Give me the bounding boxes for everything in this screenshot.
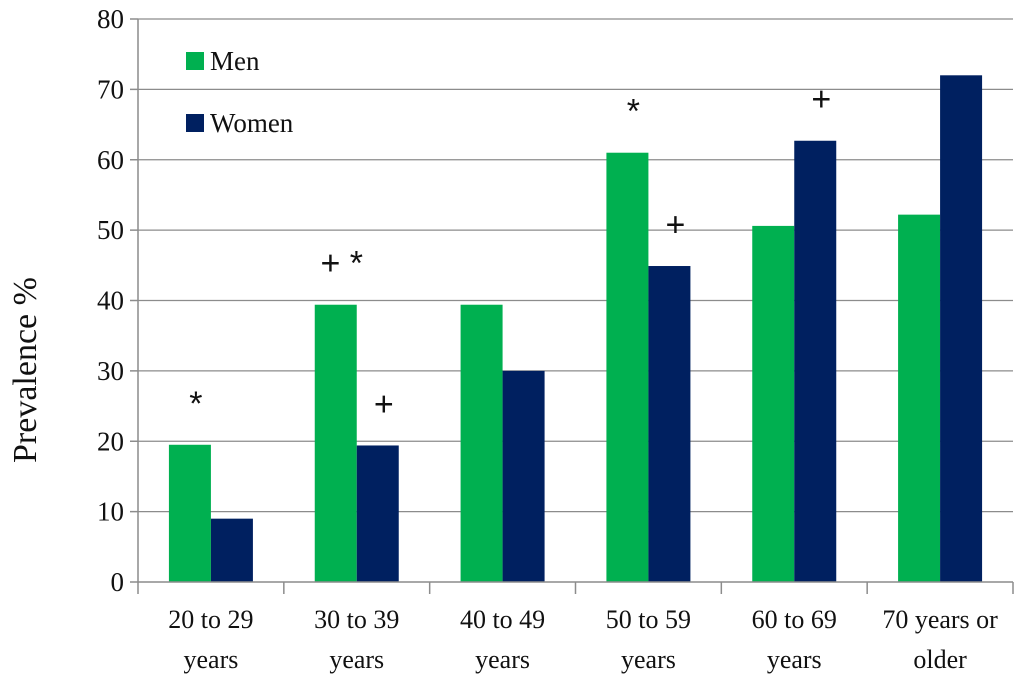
gridlines xyxy=(138,18,1013,513)
y-tick-label: 30 xyxy=(97,356,124,386)
y-tick-label: 80 xyxy=(97,4,124,34)
y-tick-labels: 0 10 20 30 40 50 60 70 80 xyxy=(97,4,124,597)
significance-marker: * xyxy=(189,385,202,423)
x-category-label: 30 to 39 xyxy=(314,605,399,634)
significance-marker: + * xyxy=(320,245,363,283)
bar-men xyxy=(168,444,211,582)
y-tick-label: 10 xyxy=(97,497,124,527)
bar-women xyxy=(356,445,399,582)
x-category-label: 60 to 69 xyxy=(752,605,837,634)
legend-label: Women xyxy=(210,108,294,138)
x-category-label: years xyxy=(621,645,676,674)
bar-women xyxy=(648,266,691,582)
legend: Men Women xyxy=(186,46,294,138)
significance-marker: + xyxy=(374,385,394,423)
significance-marker: * xyxy=(627,93,640,131)
bar-women xyxy=(502,370,545,582)
y-tick-label: 40 xyxy=(97,286,124,316)
significance-marker: + xyxy=(665,206,685,244)
y-tick-label: 60 xyxy=(97,145,124,175)
x-category-labels: 20 to 29 years 30 to 39 years 40 to 49 years 5… xyxy=(168,605,998,674)
x-category-label: 20 to 29 xyxy=(168,605,253,634)
legend-swatch-men xyxy=(186,52,204,70)
x-category-label: years xyxy=(329,645,384,674)
axes xyxy=(130,18,1014,594)
bar-men xyxy=(606,152,649,582)
bar-women xyxy=(940,75,983,583)
y-tick-label: 20 xyxy=(97,426,124,456)
bar-men xyxy=(460,304,503,582)
x-category-label: years xyxy=(767,645,822,674)
significance-annotations: * + * + * + + xyxy=(189,81,831,424)
x-category-label: 50 to 59 xyxy=(606,605,691,634)
y-tick-label: 70 xyxy=(97,74,124,104)
bar-women xyxy=(210,518,253,582)
bar-men xyxy=(898,214,941,582)
bar-men xyxy=(752,225,795,582)
x-category-label: older xyxy=(913,645,967,674)
bar-men xyxy=(314,304,357,582)
y-tick-label: 0 xyxy=(111,567,125,597)
legend-swatch-women xyxy=(186,114,204,132)
x-category-label: years xyxy=(475,645,530,674)
x-category-label: 70 years or xyxy=(882,605,998,634)
bar-women xyxy=(794,140,837,582)
legend-label: Men xyxy=(210,46,260,76)
x-category-label: years xyxy=(183,645,238,674)
y-axis-label: Prevalence % xyxy=(7,277,44,463)
significance-marker: + xyxy=(811,81,831,119)
bars xyxy=(168,75,983,583)
x-category-label: 40 to 49 xyxy=(460,605,545,634)
y-tick-label: 50 xyxy=(97,215,124,245)
